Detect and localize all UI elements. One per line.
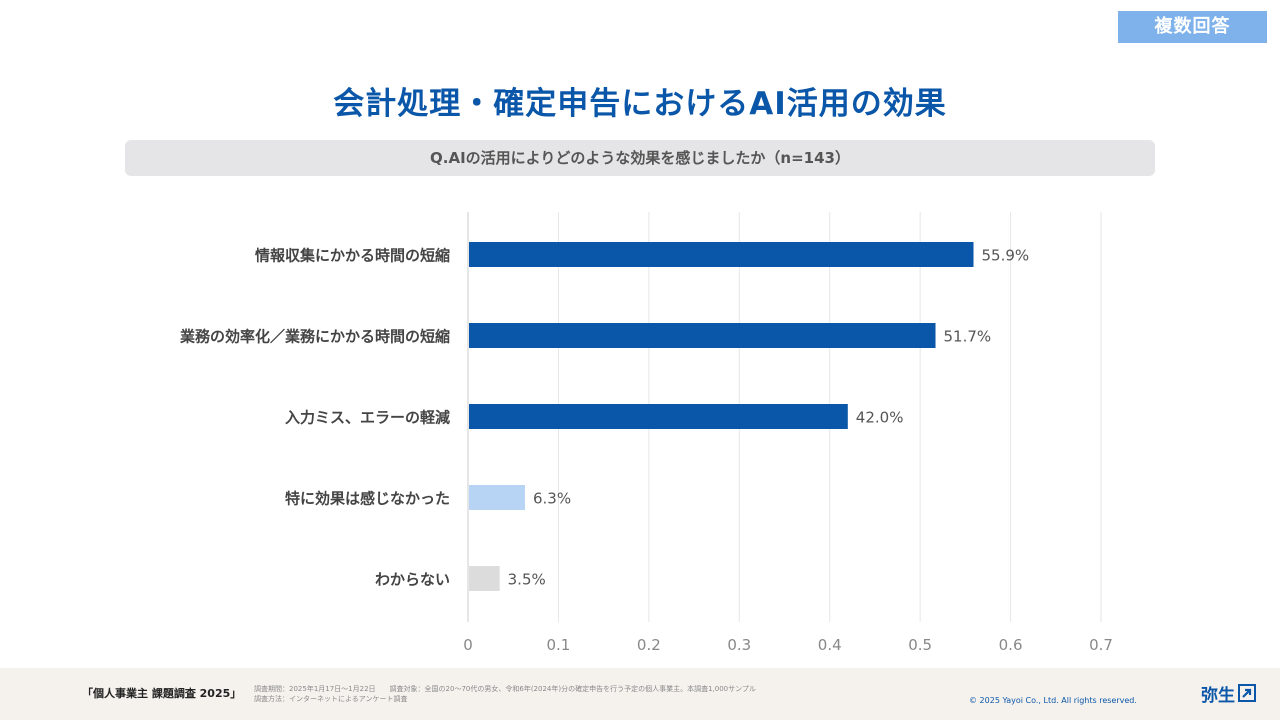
x-tick-label: 0.2 (637, 636, 661, 654)
survey-name: 「個人事業主 課題調査 2025」 (82, 687, 242, 700)
category-label: 特に効果は感じなかった (285, 490, 450, 508)
data-label: 42.0% (856, 409, 904, 427)
survey-period: 調査期間：2025年1月17日～1月22日 (254, 685, 376, 693)
survey-target: 調査対象：全国の20～70代の男女、令和6年(2024年)分の確定申告を行う予定… (389, 685, 756, 693)
x-tick-label: 0.5 (908, 636, 932, 654)
footer: 「個人事業主 課題調査 2025」 調査期間：2025年1月17日～1月22日調… (0, 668, 1280, 720)
category-label: 情報収集にかかる時間の短縮 (255, 247, 450, 265)
category-label: わからない (375, 571, 450, 589)
bar (469, 485, 525, 510)
bar (469, 566, 500, 591)
logo-arrow-icon (1238, 684, 1256, 702)
data-label: 55.9% (981, 247, 1029, 265)
x-tick-label: 0.3 (727, 636, 751, 654)
category-label: 業務の効率化／業務にかかる時間の短縮 (179, 328, 450, 346)
data-label: 6.3% (533, 490, 571, 508)
x-tick-label: 0 (463, 636, 473, 654)
x-tick-label: 0.7 (1089, 636, 1113, 654)
survey-meta: 調査期間：2025年1月17日～1月22日 調査対象：全国の20～70代の男女、令… (254, 684, 954, 704)
x-tick-label: 0.6 (999, 636, 1023, 654)
logo-text: 弥生 (1201, 685, 1235, 706)
bar (469, 242, 974, 267)
data-label: 51.7% (944, 328, 992, 346)
bar (469, 404, 848, 429)
copyright: © 2025 Yayoi Co., Ltd. All rights reserv… (969, 696, 1137, 705)
x-tick-label: 0.1 (546, 636, 570, 654)
yayoi-logo: 弥生 (1201, 682, 1256, 706)
survey-method: 調査方法：インターネットによるアンケート調査 (254, 695, 408, 703)
category-label: 入力ミス、エラーの軽減 (285, 409, 450, 427)
chart-title: 会計処理・確定申告におけるAI活用の効果 (333, 86, 947, 122)
question-banner: Q.AIの活用によりどのような効果を感じましたか（n=143） (125, 140, 1155, 176)
data-label: 3.5% (508, 571, 546, 589)
bar (469, 323, 936, 348)
bar-chart: 0 0.1 0.2 0.3 0.4 0.5 0.6 0.7 情報収集にかかる時間の短縮 55.9%… (179, 212, 1113, 654)
multiple-answer-badge: 複数回答 (1118, 11, 1267, 43)
x-tick-label: 0.4 (818, 636, 842, 654)
